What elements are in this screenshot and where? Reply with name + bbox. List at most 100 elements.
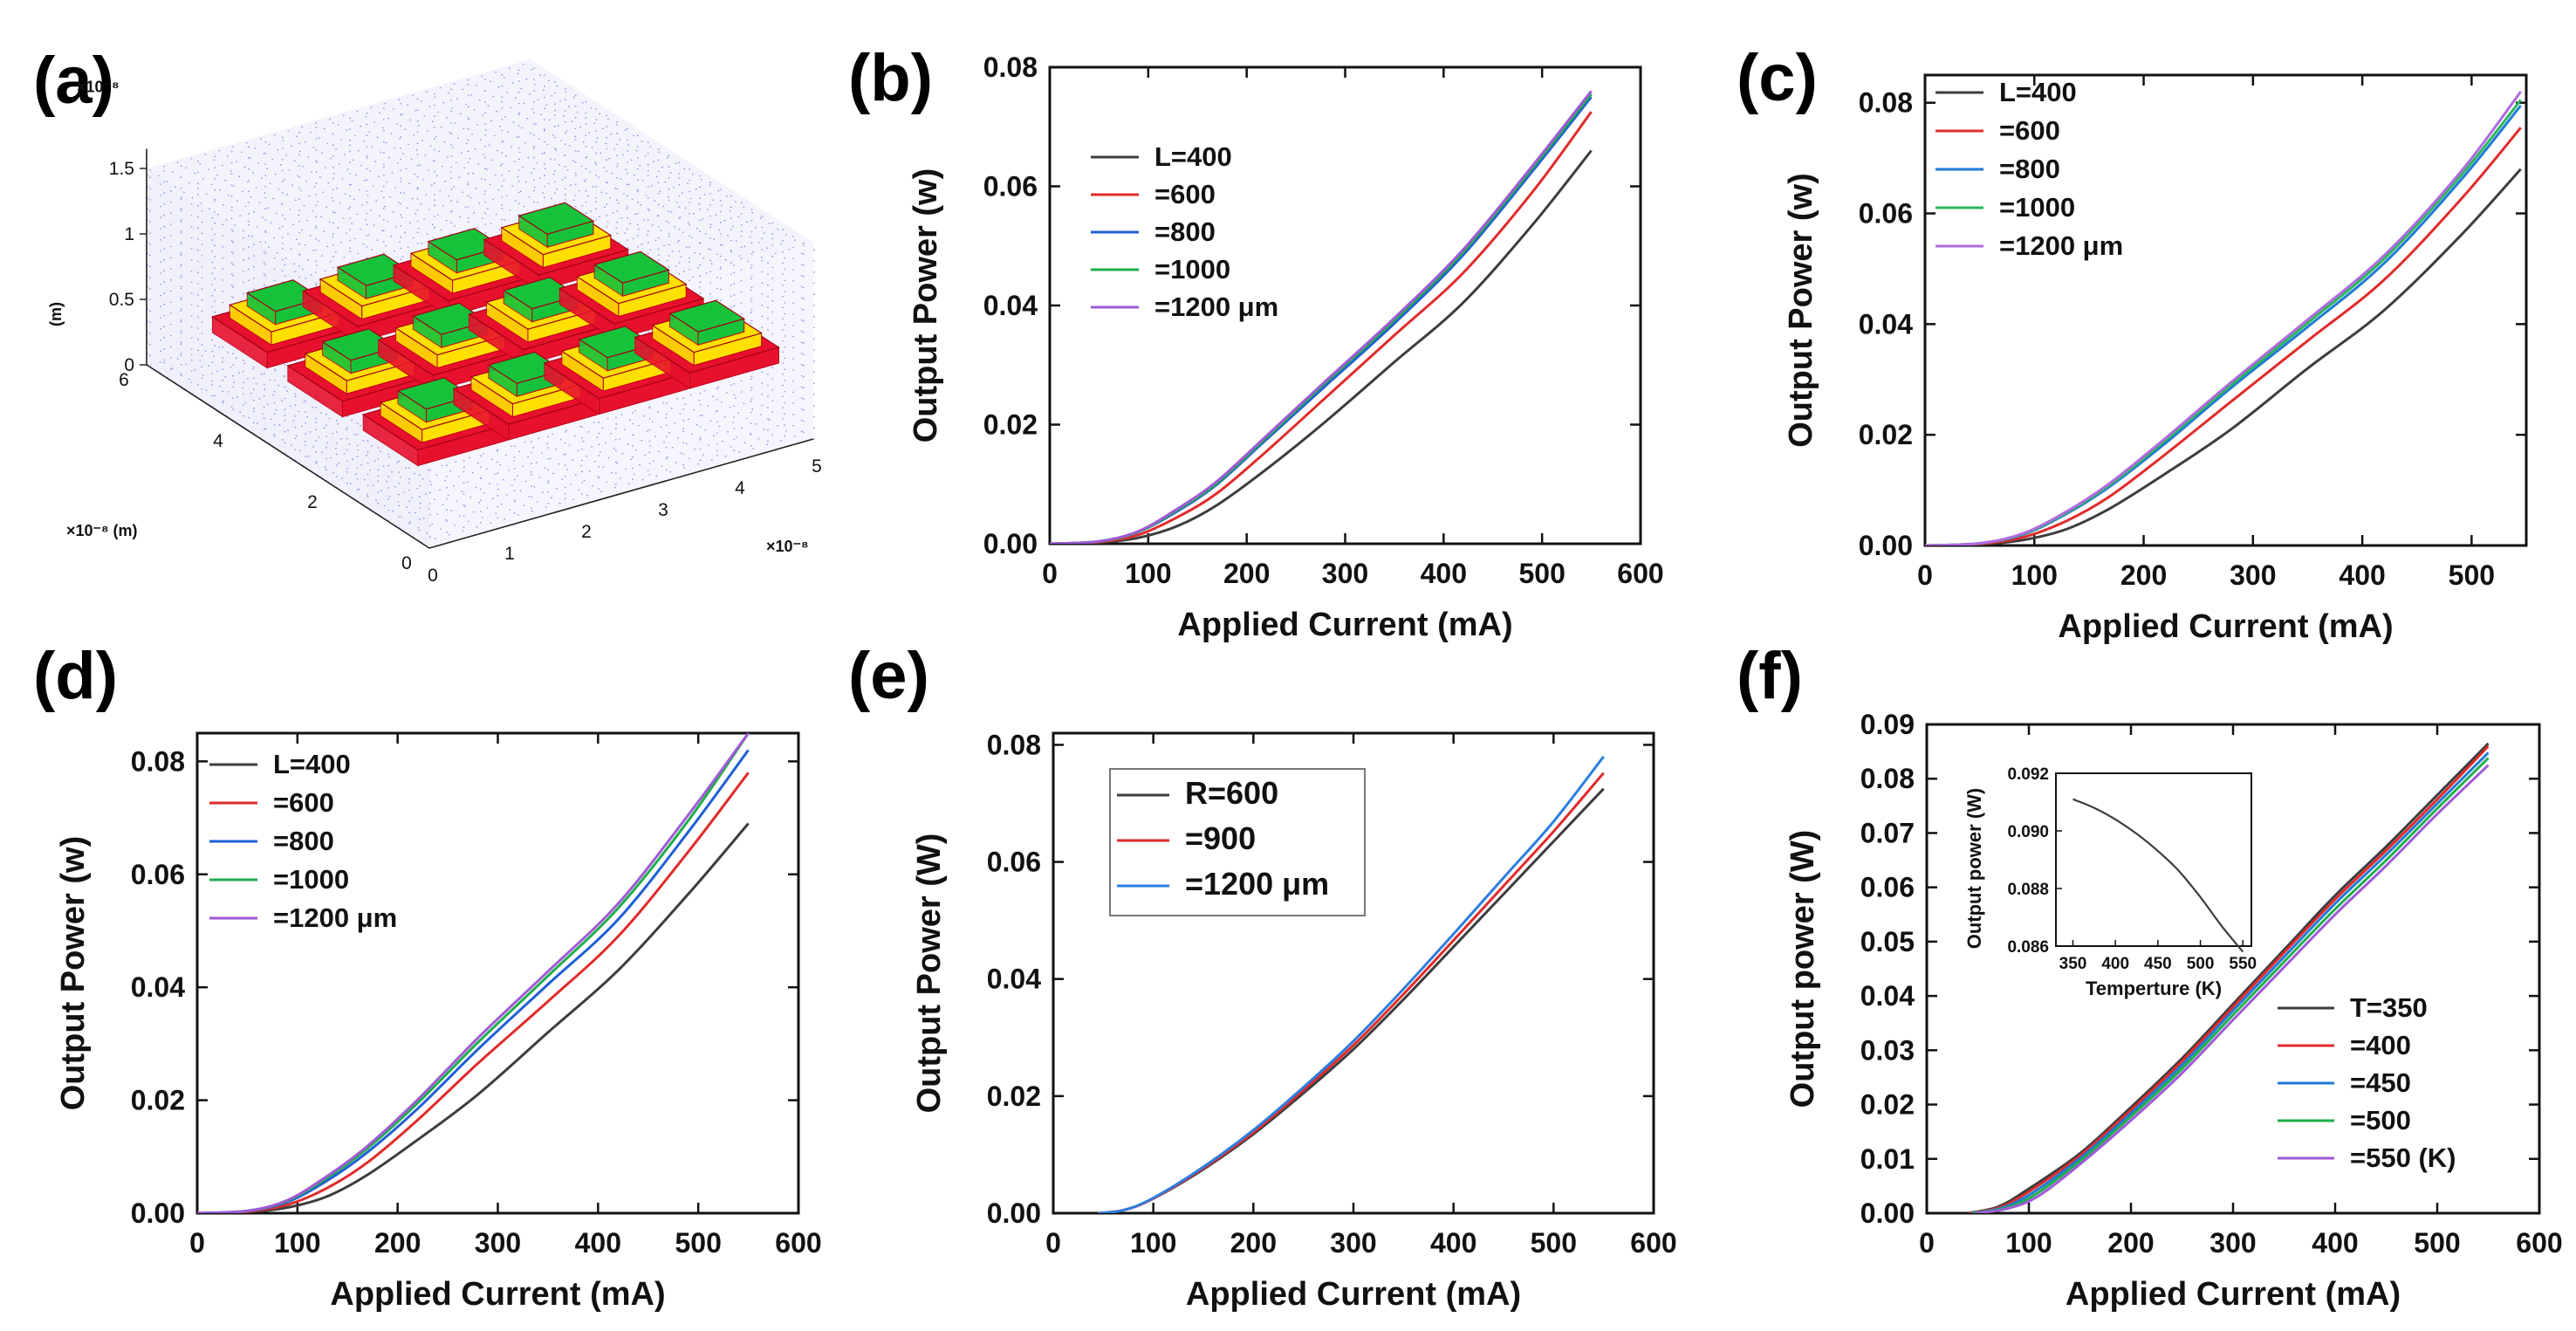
y-tick-label: 0.00 xyxy=(987,1197,1041,1229)
x-tick-label: 500 xyxy=(1531,1227,1577,1259)
x-tick-label: 500 xyxy=(2449,559,2495,591)
y-tick-label: 0.08 xyxy=(1859,87,1913,119)
pyramid xyxy=(452,351,599,441)
panel-a-3d-structure: (a) 1.5 1 0.5 0 ×10⁻⁸ (m) 6 4 2 0 ×10⁻⁸ (m) 0 1 2 3 4 5 ×1… xyxy=(33,44,822,586)
panel-e-chart: (e) 0 100 200 300 400 500 600 0.00 0.02 0.04 0.06 0.… xyxy=(848,639,1677,1313)
panel-letter: (f) xyxy=(1737,639,1803,713)
legend-label: =550 (K) xyxy=(2350,1142,2456,1173)
y-tick-label: 0.07 xyxy=(1860,817,1915,848)
legend: L=400 =600 =800 =1000 =1200 μm xyxy=(1091,141,1278,322)
x-tick-label: 400 xyxy=(2312,1227,2358,1259)
series-line-2 xyxy=(1050,96,1593,544)
inset-series-line xyxy=(2072,798,2244,953)
panel-c-chart: (c) 0 100 200 300 400 500 0.00 0.02 0.04 0.06 0.08 A… xyxy=(1737,41,2528,645)
series-line-2 xyxy=(1098,755,1605,1213)
x-axis-label: Applied Current (mA) xyxy=(330,1276,665,1313)
legend: L=400 =600 =800 =1000 =1200 μm xyxy=(1935,77,2123,261)
legend-label: =1000 xyxy=(273,864,349,895)
y-tick-label: 6 xyxy=(119,370,129,390)
x-tick-label: 0 xyxy=(1917,559,1933,591)
y-tick-label: 0.02 xyxy=(1860,1089,1915,1121)
legend-label: =1200 μm xyxy=(1185,866,1329,902)
x-tick-label: 600 xyxy=(1630,1227,1676,1259)
y-tick-label: 0.00 xyxy=(131,1197,185,1229)
inset-frame xyxy=(2055,772,2252,947)
y-tick-label: 0.00 xyxy=(1860,1197,1915,1229)
y-tick-label: 0.06 xyxy=(1860,872,1915,903)
legend-label: =1200 μm xyxy=(1999,230,2123,261)
panel-letter: (d) xyxy=(33,639,118,713)
x-tick-label: 300 xyxy=(1330,1227,1376,1259)
x-tick-label: 5 xyxy=(812,456,822,477)
panel-letter: (c) xyxy=(1737,41,1818,115)
x-axis-label: Applied Current (mA) xyxy=(1186,1276,1521,1313)
y-tick-label: 0.04 xyxy=(1859,308,1913,340)
x-axis-line xyxy=(428,438,814,549)
z-tick-label: 1.5 xyxy=(109,159,134,179)
x-tick-label: 200 xyxy=(2120,559,2167,591)
x-tick-label: 200 xyxy=(1223,558,1270,589)
y-tick-label: 0.06 xyxy=(131,859,185,890)
y-tick-label: 0.02 xyxy=(131,1085,185,1116)
legend-label: =600 xyxy=(1154,179,1216,209)
x-tick-label: 0 xyxy=(1919,1227,1935,1259)
y-tick-label: 0.09 xyxy=(1860,709,1915,740)
x-tick-label: 4 xyxy=(735,478,745,498)
legend-label: =500 xyxy=(2350,1105,2411,1135)
series-line-4 xyxy=(197,733,750,1213)
series-line-4 xyxy=(1925,91,2522,545)
plot-frame xyxy=(1923,73,2528,547)
legend-label: =1000 xyxy=(1154,254,1230,285)
x-tick-label: 400 xyxy=(1421,558,1467,589)
y-tick-label: 0.04 xyxy=(983,290,1038,321)
z-tick-label: 0.5 xyxy=(109,290,134,310)
y-tick-label: 0.02 xyxy=(987,1081,1041,1112)
series-line-3 xyxy=(1973,757,2490,1213)
inset-x-tick-label: 450 xyxy=(2144,955,2172,973)
legend-label: =1200 μm xyxy=(273,902,397,933)
series-line-0 xyxy=(197,822,750,1213)
panel-d-chart: (d) 0 100 200 300 400 500 600 0.00 0.02 0.04 0.06 0.… xyxy=(33,639,822,1313)
y-tick-label: 0.08 xyxy=(983,51,1038,83)
y-tick-label: 0.08 xyxy=(131,745,185,777)
x-tick-label: 500 xyxy=(1518,558,1565,589)
x-axis-label: Applied Current (mA) xyxy=(2058,608,2393,645)
panel-letter: (b) xyxy=(848,41,933,115)
legend: T=350 =400 =450 =500 =550 (K) xyxy=(2278,992,2456,1173)
y-axis-label: ×10⁻⁸ (m) xyxy=(66,522,138,539)
x-tick-label: 600 xyxy=(1617,558,1663,589)
x-tick-label: 200 xyxy=(374,1227,421,1259)
x-tick-label: 300 xyxy=(2230,559,2276,591)
panel-letter: (e) xyxy=(848,639,929,713)
inset-x-label: Temperture (K) xyxy=(2086,978,2222,999)
y-tick-label: 0.02 xyxy=(1859,419,1913,450)
x-axis-label: Applied Current (mA) xyxy=(2066,1276,2401,1313)
y-tick-label: 0.06 xyxy=(983,171,1038,202)
series-line-0 xyxy=(1967,742,2490,1213)
inset-y-tick-label: 0.086 xyxy=(2007,938,2049,957)
z-tick-label: 0 xyxy=(124,355,134,375)
legend-label: =1000 xyxy=(1999,192,2075,223)
series-line-0 xyxy=(1050,149,1593,544)
charts-layer: (b)0 100 200 300 400 500 6000.000.020.040.060.… xyxy=(33,41,2563,1313)
x-tick-label: 400 xyxy=(1430,1227,1476,1259)
legend: L=400 =600 =800 =1000 =1200 μm xyxy=(209,749,397,933)
x-tick-label: 600 xyxy=(2516,1227,2562,1259)
pyramid xyxy=(377,302,524,392)
inset-y-label: Output power (W) xyxy=(1963,788,1985,950)
pyramid xyxy=(301,253,449,343)
series-line-2 xyxy=(1971,751,2490,1213)
x-tick-label: 100 xyxy=(274,1227,320,1259)
inset-y-tick-label: 0.092 xyxy=(2007,765,2049,784)
x-tick-label: 100 xyxy=(2011,559,2058,591)
y-tick-label: 0.03 xyxy=(1860,1034,1915,1066)
legend: R=600 =900 =1200 μm xyxy=(1109,768,1366,916)
inset-y-tick-label: 0.088 xyxy=(2007,881,2049,899)
series-line-4 xyxy=(1975,764,2490,1213)
y-axis-label: Output Power (w) xyxy=(1783,173,1819,448)
plot-frame xyxy=(1048,65,1642,545)
inset-x-tick-label: 400 xyxy=(2101,955,2129,973)
inset-x-tick-label: 500 xyxy=(2187,955,2215,973)
z-unit: (m) xyxy=(47,302,65,326)
